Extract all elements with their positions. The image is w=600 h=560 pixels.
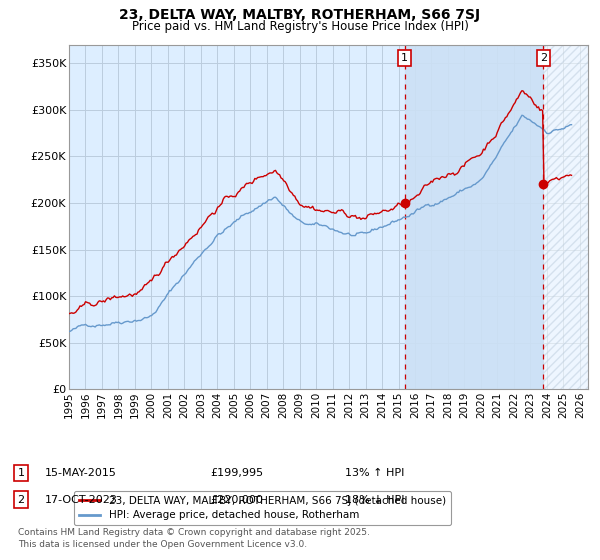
- Text: 2: 2: [17, 494, 25, 505]
- Text: 18% ↓ HPI: 18% ↓ HPI: [345, 494, 404, 505]
- Text: £220,000: £220,000: [210, 494, 263, 505]
- Text: £199,995: £199,995: [210, 468, 263, 478]
- Text: Contains HM Land Registry data © Crown copyright and database right 2025.
This d: Contains HM Land Registry data © Crown c…: [18, 528, 370, 549]
- Text: 2: 2: [540, 53, 547, 63]
- Text: 1: 1: [401, 53, 408, 63]
- Text: 15-MAY-2015: 15-MAY-2015: [45, 468, 117, 478]
- Bar: [404, 45, 544, 389]
- Text: 17-OCT-2023: 17-OCT-2023: [45, 494, 118, 505]
- Text: 13% ↑ HPI: 13% ↑ HPI: [345, 468, 404, 478]
- Text: 23, DELTA WAY, MALTBY, ROTHERHAM, S66 7SJ: 23, DELTA WAY, MALTBY, ROTHERHAM, S66 7S…: [119, 8, 481, 22]
- Bar: [544, 45, 588, 389]
- Legend: 23, DELTA WAY, MALTBY, ROTHERHAM, S66 7SJ (detached house), HPI: Average price, : 23, DELTA WAY, MALTBY, ROTHERHAM, S66 7S…: [74, 491, 451, 525]
- Text: Price paid vs. HM Land Registry's House Price Index (HPI): Price paid vs. HM Land Registry's House …: [131, 20, 469, 32]
- Text: 1: 1: [17, 468, 25, 478]
